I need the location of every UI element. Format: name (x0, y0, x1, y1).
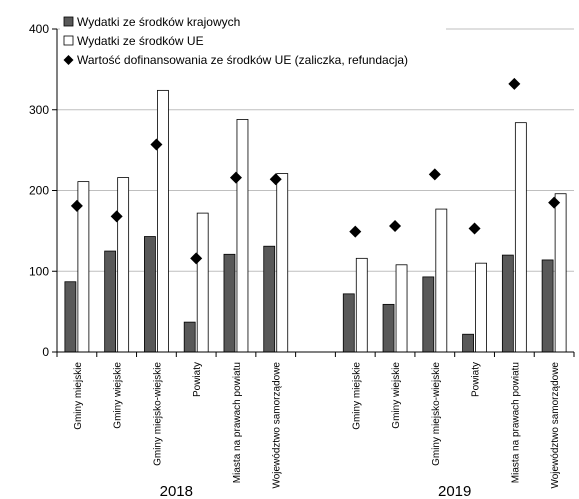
category-label: Gminy wiejskie (113, 362, 124, 429)
marker-diamond (468, 222, 481, 235)
axes (52, 28, 575, 357)
bar-eu (355, 257, 368, 353)
legend-swatch-eu (63, 35, 74, 46)
category-label: Gminy miejsko-wiejskie (431, 362, 442, 466)
category-label: Powiaty (471, 362, 482, 397)
y-axis-ticks: 0 100 200 300 400 (29, 22, 49, 359)
marker-diamond (508, 77, 521, 90)
y-tick-label: 0 (42, 345, 49, 359)
bar-domestic (144, 236, 156, 353)
category-label: Gminy miejskie (351, 362, 362, 430)
marker-diamond (190, 252, 203, 265)
category-label: Gminy wiejskie (391, 362, 402, 429)
y-tick-label: 300 (29, 103, 49, 117)
legend-label: Wydatki ze środków UE (77, 34, 204, 48)
bar-eu (157, 89, 169, 353)
bar-eu (395, 264, 408, 353)
marker-diamond (110, 210, 123, 223)
legend-label: Wartość dofinansowania ze środków UE (za… (77, 53, 408, 67)
bar-domestic (541, 259, 554, 353)
bars (64, 89, 567, 353)
bar-eu (196, 212, 209, 353)
bar-domestic (342, 293, 355, 353)
marker-diamond (349, 225, 362, 238)
bar-eu (117, 177, 130, 353)
marker-diamond (269, 173, 282, 186)
legend-label: Wydatki ze środków krajowych (77, 15, 240, 29)
bar-eu (514, 122, 527, 353)
marker-diamond (389, 220, 402, 233)
marker-diamond (150, 138, 163, 151)
y-tick-label: 100 (29, 264, 49, 278)
bar-domestic (104, 250, 117, 353)
year-label: 2018 (160, 483, 193, 499)
bar-domestic (422, 276, 435, 353)
bar-eu (435, 208, 448, 353)
category-label: Województwo samorządowe (550, 362, 561, 489)
year-label: 2019 (438, 483, 471, 499)
bar-domestic (183, 321, 196, 353)
bar-domestic (462, 333, 474, 353)
y-tick-label: 400 (29, 22, 49, 36)
bar-domestic (382, 303, 395, 353)
category-label: Gminy miejsko-wiejskie (152, 362, 163, 466)
legend-swatch-domestic (63, 16, 74, 27)
legend-background (60, 11, 446, 73)
category-labels: Gminy miejskie Gminy wiejskie Gminy miejsk… (73, 362, 561, 489)
marker-diamond (428, 168, 441, 181)
year-labels: 2018 2019 (160, 483, 472, 499)
category-label: Miasta na prawach powiatu (510, 362, 521, 483)
bar-eu (475, 262, 487, 353)
legend: Wydatki ze środków krajowych Wydatki ze ś… (60, 11, 446, 73)
bar-eu (236, 119, 249, 353)
marker-diamond (548, 196, 561, 209)
legend-swatch-marker (63, 55, 74, 65)
y-tick-label: 200 (29, 184, 49, 198)
category-label: Gminy miejskie (73, 362, 84, 430)
category-label: Powiaty (192, 362, 203, 397)
marker-diamond (229, 171, 242, 184)
category-label: Miasta na prawach powiatu (232, 362, 243, 483)
bar-domestic (501, 254, 514, 353)
category-label: Województwo samorządowe (272, 362, 283, 489)
bar-eu (276, 173, 289, 353)
bar-domestic (223, 253, 236, 353)
bar-eu (554, 193, 567, 353)
bar-domestic (263, 245, 276, 353)
marker-diamond (70, 199, 83, 212)
markers (70, 77, 561, 265)
bar-domestic (64, 281, 77, 353)
